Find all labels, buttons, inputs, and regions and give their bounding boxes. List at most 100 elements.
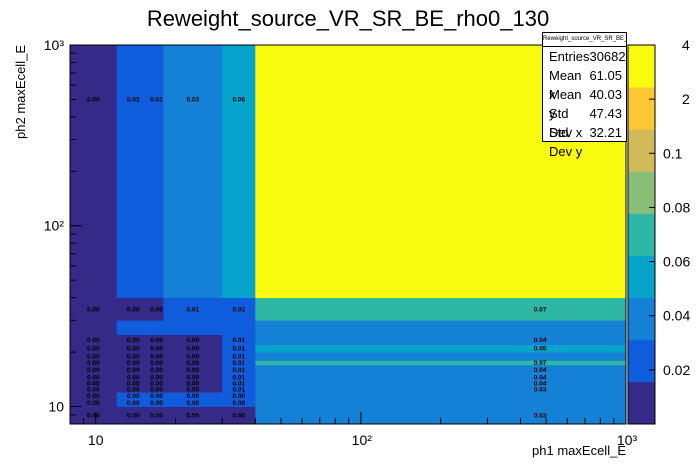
- heatmap-cell: [116, 45, 151, 299]
- cell-value-label: 0.00: [127, 393, 140, 400]
- cell-value-label: 0.00: [87, 346, 100, 353]
- stats-label: Std Dev y: [549, 125, 583, 159]
- heatmap-cell: [149, 374, 164, 381]
- heatmap-cell: [116, 344, 151, 353]
- heatmap-cell: [116, 320, 151, 335]
- cell-value-label: 0.00: [186, 393, 199, 400]
- cell-value-label: 0.00: [127, 375, 140, 382]
- cell-value-label: 0.00: [150, 346, 163, 353]
- heatmap-cell: [149, 380, 164, 387]
- colorbar-segment: [628, 339, 655, 383]
- cell-value-label: 0.07: [534, 360, 547, 367]
- cell-value-label: 0.00: [127, 400, 140, 407]
- heatmap-cell: [163, 352, 223, 361]
- heatmap-cell: [163, 297, 223, 321]
- heatmap-cell: [255, 406, 627, 425]
- heatmap-cell: [149, 360, 164, 366]
- cell-value-label: 0.00: [150, 400, 163, 407]
- cell-value-label: 0.00: [186, 413, 199, 420]
- cell-value-label: 0.00: [186, 375, 199, 382]
- stats-label: Std Dev x: [549, 106, 583, 140]
- stats-label: Mean x: [549, 68, 582, 102]
- heatmap-cell: [163, 399, 223, 407]
- heatmap-cell: [255, 352, 627, 361]
- heatmap-cell: [255, 399, 627, 407]
- cell-value-label: 0.00: [232, 400, 245, 407]
- heatmap-cell: [255, 344, 627, 353]
- cell-value-label: 0.04: [534, 375, 547, 382]
- heatmap-cell: [70, 352, 118, 361]
- heatmap-cell: [149, 297, 164, 321]
- colorbar-segment: [628, 87, 655, 130]
- axes: 10 10 10² 10² 10³ 10³: [44, 37, 638, 448]
- cell-value-label: 0.06: [232, 97, 245, 104]
- heatmap-cell: [149, 334, 164, 345]
- cell-value-label: 0.00: [87, 380, 100, 387]
- x-tick-label: 10²: [352, 432, 373, 448]
- cell-value-label: 0.00: [150, 354, 163, 361]
- cell-value-label: 0.04: [534, 367, 547, 374]
- cell-value-label: 0.00: [87, 367, 100, 374]
- heatmap-cell: [222, 360, 256, 366]
- cell-value-label: 0.00: [127, 346, 140, 353]
- cell-value-label: 0.04: [534, 337, 547, 344]
- heatmap-cell: [222, 392, 256, 400]
- cell-value-label: 0.00: [150, 380, 163, 387]
- cell-value-label: 0.00: [127, 306, 140, 313]
- x-tick-label: 10³: [617, 432, 638, 448]
- heatmap-cell: [255, 385, 627, 393]
- cell-value-label: 0.01: [232, 337, 245, 344]
- stats-value: 40.03: [589, 87, 622, 102]
- cell-value-label: 0.01: [232, 375, 245, 382]
- cell-value-label: 0.01: [232, 386, 245, 393]
- cell-value-label: 0.00: [127, 413, 140, 420]
- heatmap-cell: [116, 360, 151, 366]
- cell-value-label: 0.00: [127, 354, 140, 361]
- heatmap-cell: [163, 406, 223, 425]
- cell-value-label: 0.00: [150, 413, 163, 420]
- cell-value-label: 0.00: [232, 413, 245, 420]
- cell-value-label: 0.00: [87, 354, 100, 361]
- heatmap-cell: [222, 406, 256, 425]
- cell-value-label: 0.00: [87, 400, 100, 407]
- heatmap-cell: [70, 320, 118, 335]
- colorbar-tick-label: 4: [682, 37, 690, 53]
- heatmap-cell: [222, 364, 256, 376]
- heatmap-cell: [222, 297, 256, 321]
- cell-value-label: 0.00: [150, 367, 163, 374]
- colorbar-segment: [628, 381, 655, 425]
- cell-value-label: 0.00: [87, 393, 100, 400]
- cell-value-label: 0.05: [534, 346, 547, 353]
- cell-value-label: 0.00: [150, 393, 163, 400]
- colorbar-tick-label: 0.02: [663, 362, 690, 378]
- heatmap-cell: [163, 320, 223, 335]
- heatmap-cell: [70, 297, 118, 321]
- cell-value-label: 0.00: [186, 337, 199, 344]
- heatmap-cell: [70, 385, 118, 393]
- heatmap-cell: [70, 360, 118, 366]
- colorbar-segment: [628, 297, 655, 341]
- heatmap-cell: [222, 334, 256, 345]
- stats-row-mean-x: Mean x 61.05: [543, 66, 626, 102]
- heatmap-cell: [149, 392, 164, 400]
- cell-value-label: 0.00: [87, 386, 100, 393]
- heatmap-cell: [163, 392, 223, 400]
- heatmap-cell: [163, 374, 223, 381]
- heatmap-cell: [255, 334, 627, 345]
- stats-label: Mean y: [549, 87, 582, 121]
- heatmap-cell: [116, 399, 151, 407]
- cell-value-label: 0.00: [150, 375, 163, 382]
- stats-value: 47.43: [589, 106, 622, 121]
- cell-value-label: 0.01: [232, 367, 245, 374]
- heatmap-cell: [116, 374, 151, 381]
- heatmap-cell: [222, 385, 256, 393]
- colorbar-tick-label: 0.06: [663, 254, 690, 270]
- cell-value-label: 0.00: [186, 400, 199, 407]
- heatmap-cell: [116, 297, 151, 321]
- heatmap-cell-labels: 0.00 0.00 0.00 0.00 0.00 0.030.00 0.00 0.00 0.00…: [87, 97, 547, 420]
- heatmap-cell: [149, 344, 164, 353]
- cell-value-label: 0.04: [534, 380, 547, 387]
- stats-value: 61.05: [589, 68, 622, 83]
- cell-value-label: 0.03: [534, 413, 547, 420]
- heatmap-cell: [116, 364, 151, 376]
